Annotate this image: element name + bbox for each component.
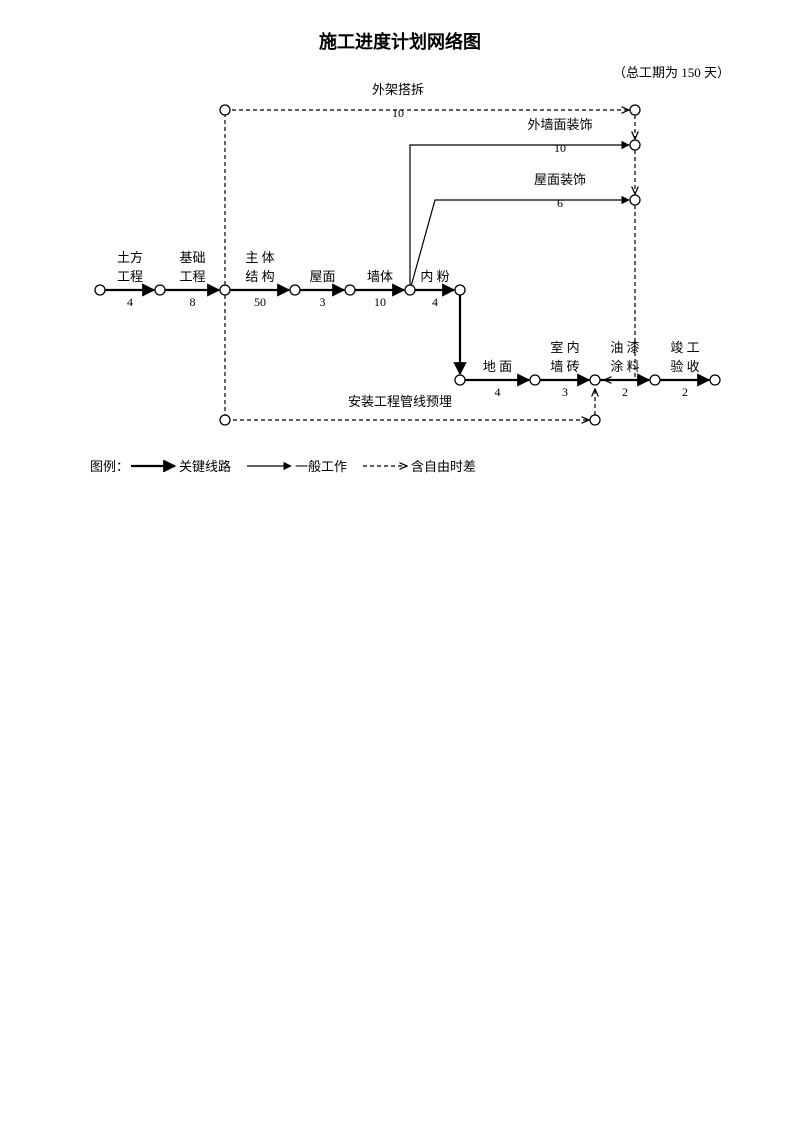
node-n4: [290, 285, 300, 295]
edge-label: 6: [510, 196, 610, 211]
node-n5: [345, 285, 355, 295]
node-n11: [650, 375, 660, 385]
node-n18: [590, 415, 600, 425]
legend-normal-line: [245, 460, 295, 472]
edge-label: 10: [510, 141, 610, 156]
node-n17: [220, 415, 230, 425]
node-n2: [155, 285, 165, 295]
legend-critical-line: [129, 460, 179, 472]
node-n6: [405, 285, 415, 295]
edge-label: 竣 工验 收: [635, 337, 735, 375]
legend-normal-text: 一般工作: [295, 456, 347, 475]
edge-label: 10: [348, 106, 448, 121]
node-n15: [630, 140, 640, 150]
legend-label: 图例：: [90, 456, 129, 475]
edge-label: 2: [635, 385, 735, 400]
edge-label: 4: [385, 295, 485, 310]
edge-label: 外墙面装饰: [510, 114, 610, 133]
edge-label: 屋面装饰: [510, 169, 610, 188]
legend-critical-text: 关键线路: [179, 456, 231, 475]
edge-label: 内 粉: [385, 266, 485, 285]
normal-path: [410, 145, 629, 285]
node-n16: [630, 195, 640, 205]
node-n1: [95, 285, 105, 295]
legend: 图例： 关键线路 一般工作 含自由时差: [90, 456, 476, 475]
node-n8: [455, 375, 465, 385]
node-n9: [530, 375, 540, 385]
node-n7: [455, 285, 465, 295]
node-n13: [220, 105, 230, 115]
legend-dashed-line: [361, 460, 411, 472]
legend-dashed-text: 含自由时差: [411, 456, 476, 475]
edge-label: 安装工程管线预埋: [348, 391, 448, 410]
node-n3: [220, 285, 230, 295]
edge-label: 外架搭拆: [348, 79, 448, 98]
node-n12: [710, 375, 720, 385]
node-n14: [630, 105, 640, 115]
node-n10: [590, 375, 600, 385]
